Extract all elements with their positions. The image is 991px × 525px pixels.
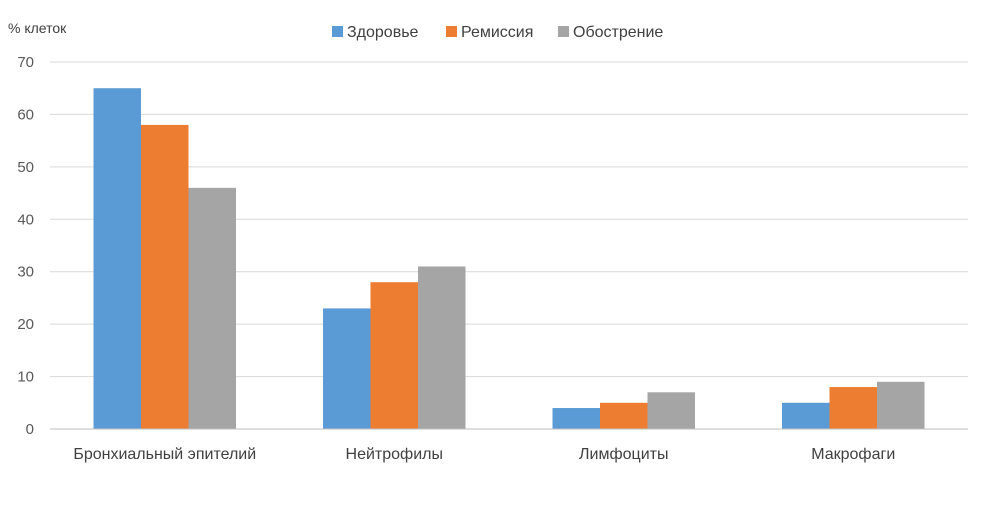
bar-3-1 xyxy=(829,387,877,429)
bar-0-2 xyxy=(188,187,236,429)
y-tick-label: 60 xyxy=(17,106,34,123)
y-tick-label: 50 xyxy=(17,159,34,176)
y-tick-label: 30 xyxy=(17,264,34,281)
legend-label: Обострение xyxy=(573,24,663,41)
y-axis-label: % клеток xyxy=(8,20,67,36)
y-tick-label: 20 xyxy=(17,316,34,333)
y-tick-label: 0 xyxy=(26,421,34,438)
legend-label: Здоровье xyxy=(347,24,419,41)
x-axis-categories: Бронхиальный эпителий Нейтрофилы Лимфоциты… xyxy=(73,446,895,463)
legend-swatch xyxy=(558,26,569,37)
category-label: Нейтрофилы xyxy=(346,446,443,463)
y-axis-ticks: 0 10 20 30 40 50 60 70 xyxy=(17,54,34,438)
legend-swatch xyxy=(446,26,457,37)
bar-1-0 xyxy=(323,308,371,429)
bar-2-0 xyxy=(552,408,600,429)
y-tick-label: 40 xyxy=(17,211,34,228)
category-label: Бронхиальный эпителий xyxy=(73,446,256,463)
bar-3-0 xyxy=(782,402,830,429)
category-label: Лимфоциты xyxy=(579,446,668,463)
bar-2-1 xyxy=(600,402,648,429)
category-label: Макрофаги xyxy=(811,446,895,463)
y-tick-label: 70 xyxy=(17,54,34,71)
legend-swatch xyxy=(332,26,343,37)
bar-0-1 xyxy=(141,124,189,430)
legend: Здоровье Ремиссия Обострение xyxy=(332,24,663,41)
y-tick-label: 10 xyxy=(17,369,34,386)
bar-3-2 xyxy=(877,381,925,429)
bar-2-2 xyxy=(647,392,695,429)
legend-label: Ремиссия xyxy=(461,24,533,41)
bar-1-1 xyxy=(370,282,418,429)
bars xyxy=(93,88,925,430)
bar-1-2 xyxy=(418,266,466,429)
bar-0-0 xyxy=(93,88,141,429)
